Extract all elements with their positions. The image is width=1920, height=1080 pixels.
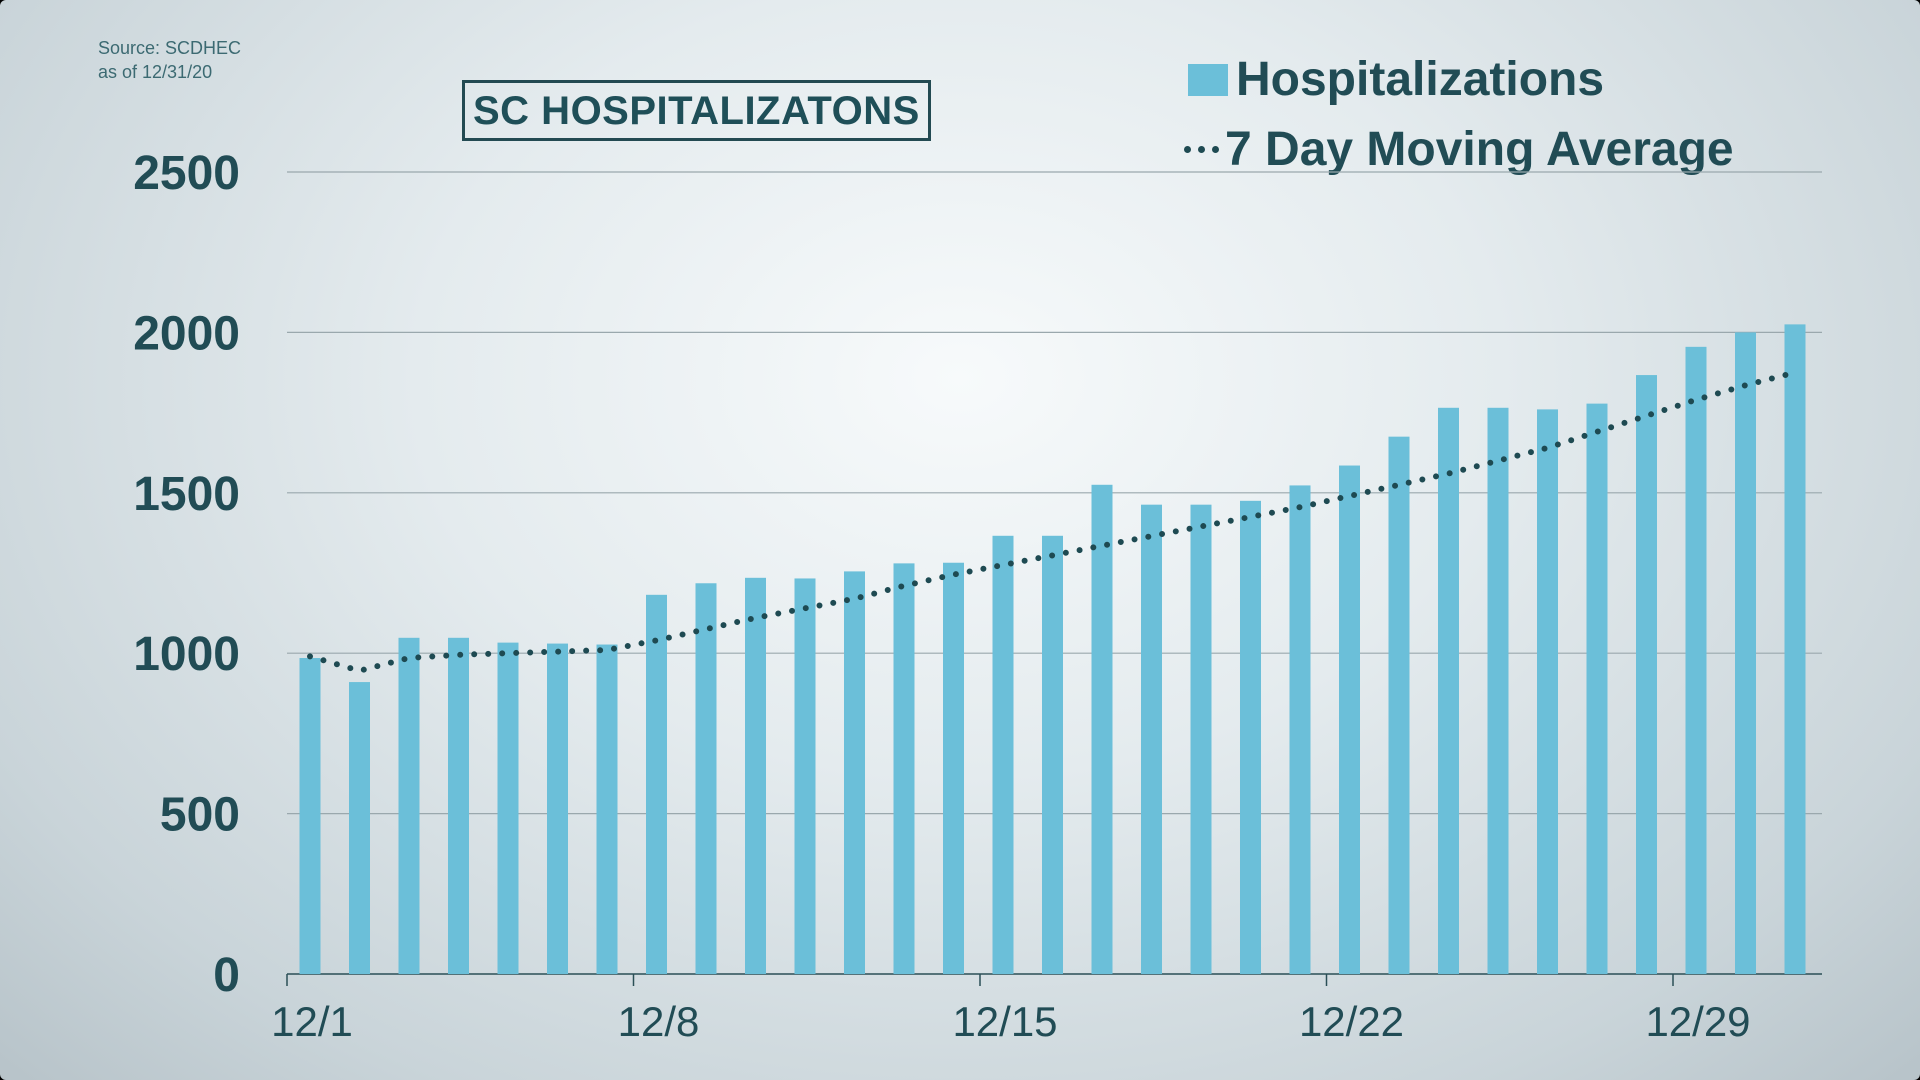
bar-12-4 bbox=[448, 637, 469, 974]
source-date: as of 12/31/20 bbox=[98, 62, 213, 82]
bar-12-31 bbox=[1784, 324, 1806, 974]
moving-average-line bbox=[307, 369, 1798, 674]
legend-item-hospitalizations: Hospitalizations bbox=[1188, 52, 1604, 107]
bar-12-25 bbox=[1487, 407, 1509, 975]
bar-12-6 bbox=[547, 643, 568, 974]
bar-12-9 bbox=[695, 583, 717, 974]
x-tick-label-12-8: 12/8 bbox=[618, 998, 700, 1045]
bar-12-28 bbox=[1636, 375, 1657, 974]
bar-12-12 bbox=[844, 571, 865, 974]
bar-12-1 bbox=[299, 658, 321, 974]
bar-12-20 bbox=[1240, 500, 1261, 974]
legend-dotted-line-icon bbox=[1184, 146, 1219, 153]
x-tick-label-12-15: 12/15 bbox=[952, 998, 1057, 1045]
y-tick-label-2000: 2000 bbox=[133, 307, 240, 360]
bar-12-27 bbox=[1586, 403, 1608, 974]
bar-12-10 bbox=[745, 577, 766, 974]
y-tick-label-1000: 1000 bbox=[133, 628, 240, 681]
legend-bar-swatch bbox=[1188, 63, 1228, 96]
bar-12-15 bbox=[992, 535, 1014, 974]
bar-12-11 bbox=[794, 578, 816, 974]
bar-12-17 bbox=[1091, 484, 1113, 974]
bar-12-19 bbox=[1190, 504, 1212, 974]
legend-label-hospitalizations: Hospitalizations bbox=[1236, 53, 1605, 106]
y-tick-label-0: 0 bbox=[213, 949, 240, 1002]
bar-12-7 bbox=[596, 644, 618, 974]
bar-12-8 bbox=[646, 594, 667, 974]
bar-12-21 bbox=[1289, 485, 1311, 974]
x-tick-label-12-22: 12/22 bbox=[1299, 998, 1404, 1045]
bar-12-5 bbox=[497, 642, 519, 974]
x-tick-label-12-1: 12/1 bbox=[271, 998, 353, 1045]
bar-12-22 bbox=[1339, 465, 1360, 974]
bar-12-30 bbox=[1735, 332, 1756, 974]
bar-12-29 bbox=[1685, 346, 1707, 974]
y-tick-label-500: 500 bbox=[160, 789, 240, 842]
bar-12-2 bbox=[349, 682, 370, 974]
x-tick-label-12-29: 12/29 bbox=[1645, 998, 1750, 1045]
legend-item-moving-average: 7 Day Moving Average bbox=[1184, 122, 1734, 177]
bar-12-18 bbox=[1141, 504, 1162, 974]
bar-12-14 bbox=[943, 562, 964, 974]
bar-12-23 bbox=[1388, 436, 1410, 974]
source-note: Source: SCDHEC as of 12/31/20 bbox=[98, 36, 241, 84]
y-tick-label-1500: 1500 bbox=[133, 468, 240, 521]
y-tick-label-2500: 2500 bbox=[133, 147, 240, 200]
chart-title: SC HOSPITALIZATONS bbox=[462, 80, 931, 141]
bar-12-16 bbox=[1042, 535, 1063, 974]
bar-12-24 bbox=[1438, 407, 1459, 975]
bar-12-13 bbox=[893, 563, 915, 974]
bar-12-3 bbox=[398, 637, 420, 974]
source-line: Source: SCDHEC bbox=[98, 38, 242, 58]
bar-12-26 bbox=[1537, 409, 1558, 975]
legend-label-moving-average: 7 Day Moving Average bbox=[1225, 123, 1734, 176]
